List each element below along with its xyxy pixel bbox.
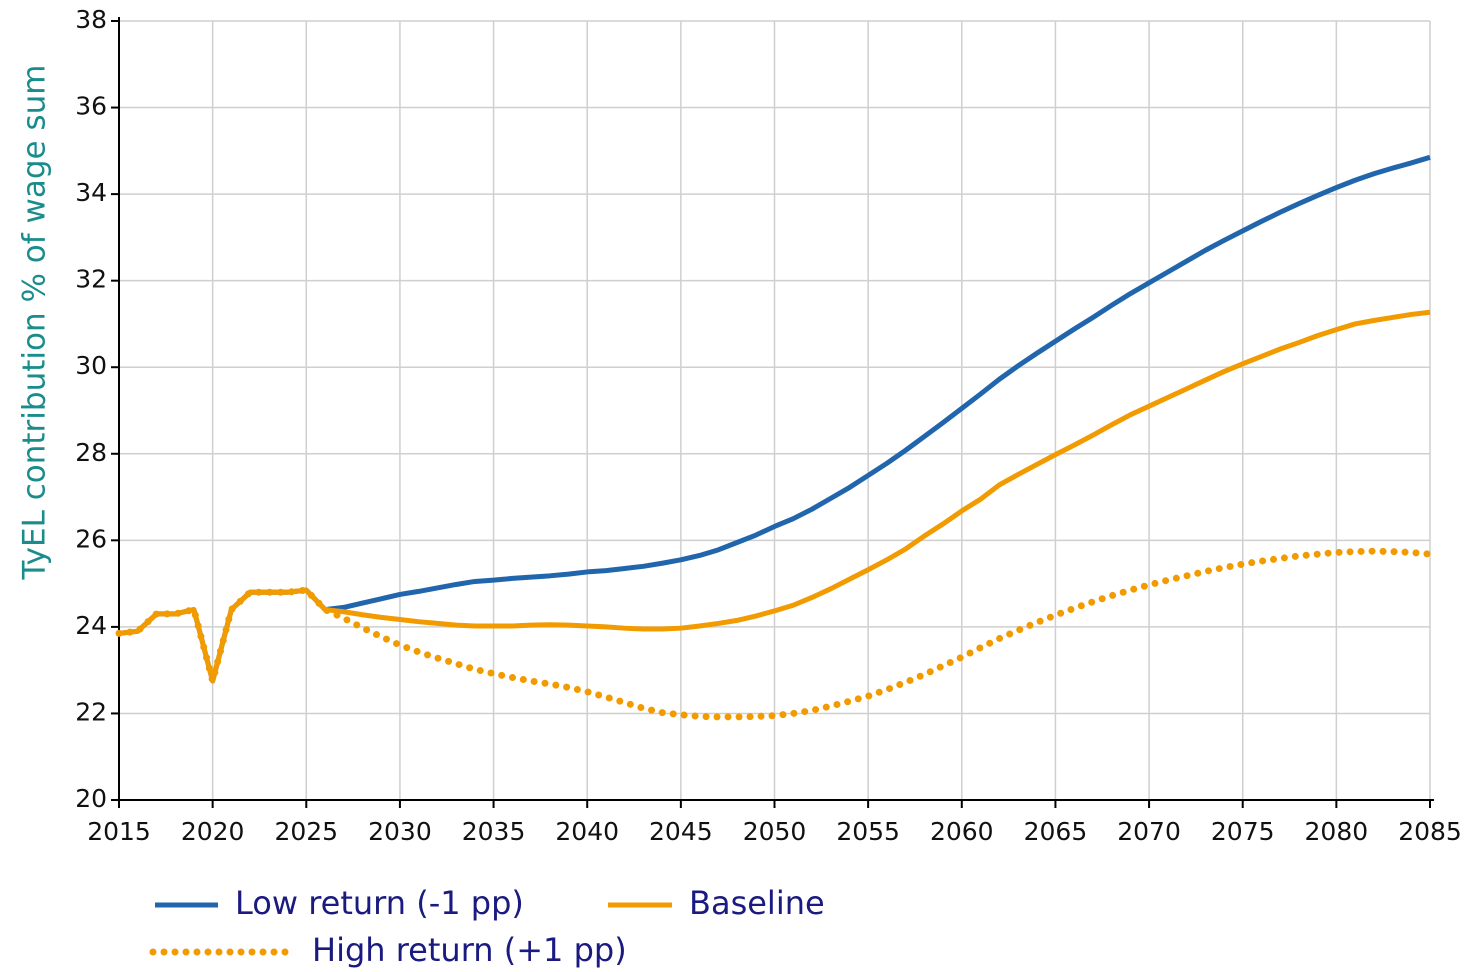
- y-tick-label: 36: [75, 92, 107, 121]
- x-tick-label: 2040: [555, 817, 619, 846]
- y-tick-label: 34: [75, 178, 107, 207]
- y-tick-label: 24: [75, 611, 107, 640]
- x-tick-label: 2065: [1024, 817, 1088, 846]
- x-tick-label: 2020: [181, 817, 245, 846]
- x-tick-label: 2050: [743, 817, 807, 846]
- x-tick-label: 2030: [368, 817, 432, 846]
- x-tick-label: 2075: [1211, 817, 1275, 846]
- x-tick-label: 2035: [462, 817, 526, 846]
- y-tick-label: 38: [75, 5, 107, 34]
- line-series: [115, 547, 1434, 721]
- legend-label: High return (+1 pp): [312, 931, 627, 969]
- x-tick-label: 2085: [1398, 817, 1462, 846]
- x-tick-label: 2080: [1305, 817, 1369, 846]
- x-tick-label: 2015: [87, 817, 151, 846]
- line-series: [118, 154, 1431, 684]
- x-tick-label: 2070: [1117, 817, 1181, 846]
- y-tick-label: 30: [75, 351, 107, 380]
- y-tick-label: 26: [75, 524, 107, 553]
- x-tick-label: 2060: [930, 817, 994, 846]
- line-series: [118, 309, 1431, 684]
- x-tick-label: 2045: [649, 817, 713, 846]
- legend-label: Low return (-1 pp): [235, 884, 524, 922]
- x-tick-label: 2055: [836, 817, 900, 846]
- y-tick-label: 32: [75, 265, 107, 294]
- y-tick-label: 28: [75, 438, 107, 467]
- x-tick-label: 2025: [274, 817, 338, 846]
- legend-label: Baseline: [689, 884, 825, 922]
- y-axis-label: TyEL contribution % of wage sum: [17, 65, 53, 581]
- y-tick-label: 22: [75, 697, 107, 726]
- y-tick-label: 20: [75, 784, 107, 813]
